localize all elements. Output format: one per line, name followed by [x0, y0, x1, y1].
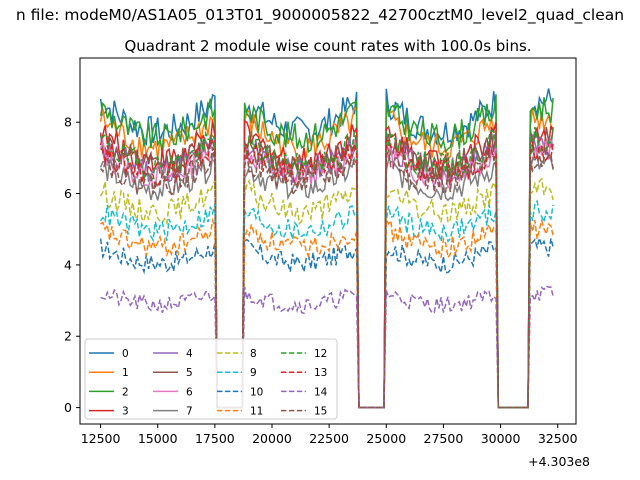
series-line-9 — [99, 199, 554, 409]
x-tick-label: 30000 — [481, 431, 521, 446]
legend-label-13: 13 — [314, 367, 327, 379]
legend-label-11: 11 — [250, 406, 263, 418]
series-line-10 — [99, 235, 554, 409]
x-tick-label: 20000 — [252, 431, 292, 446]
series-line-12 — [100, 126, 554, 409]
x-tick-label: 22500 — [309, 431, 349, 446]
legend-label-5: 5 — [186, 367, 193, 379]
y-tick-label: 2 — [64, 329, 72, 344]
series-line-14 — [100, 285, 554, 409]
x-offset-label: +4.303e8 — [528, 454, 590, 469]
legend-label-14: 14 — [314, 386, 328, 398]
series-line-1 — [99, 105, 554, 409]
x-tick-label: 32500 — [538, 431, 578, 446]
x-tick-label: 25000 — [366, 431, 406, 446]
legend-label-8: 8 — [250, 348, 257, 360]
y-tick-label: 8 — [64, 115, 72, 130]
legend-label-7: 7 — [186, 406, 193, 418]
legend-label-12: 12 — [314, 348, 327, 360]
x-tick-label: 27500 — [424, 431, 464, 446]
legend-label-0: 0 — [122, 348, 129, 360]
y-axis: 0 2 4 6 8 — [64, 115, 80, 415]
series-line-8 — [99, 177, 554, 409]
legend-box — [84, 338, 338, 420]
series-layer — [99, 88, 554, 409]
legend-label-4: 4 — [186, 348, 193, 360]
y-tick-label: 4 — [64, 257, 72, 272]
legend-label-9: 9 — [250, 367, 257, 379]
axes-frame — [79, 57, 577, 425]
legend-label-1: 1 — [122, 367, 129, 379]
chart-title: Quadrant 2 module wise count rates with … — [124, 37, 531, 55]
legend-label-2: 2 — [122, 386, 129, 398]
legend-label-3: 3 — [122, 406, 129, 418]
x-tick-label: 12500 — [81, 431, 121, 446]
y-tick-label: 6 — [64, 186, 72, 201]
figure-suptitle: n file: modeM0/AS1A05_013T01_9000005822_… — [16, 6, 624, 25]
legend-label-6: 6 — [186, 386, 193, 398]
x-axis: 12500 15000 17500 20000 22500 25000 27500 30000… — [81, 424, 578, 446]
x-tick-label: 15000 — [138, 431, 178, 446]
series-line-2 — [99, 94, 554, 409]
x-tick-label: 17500 — [195, 431, 235, 446]
legend-label-15: 15 — [314, 406, 327, 418]
series-line-11 — [100, 217, 554, 409]
series-line-13 — [100, 139, 554, 409]
y-tick-label: 0 — [64, 400, 72, 415]
series-line-15 — [100, 147, 554, 409]
legend-label-10: 10 — [250, 386, 263, 398]
